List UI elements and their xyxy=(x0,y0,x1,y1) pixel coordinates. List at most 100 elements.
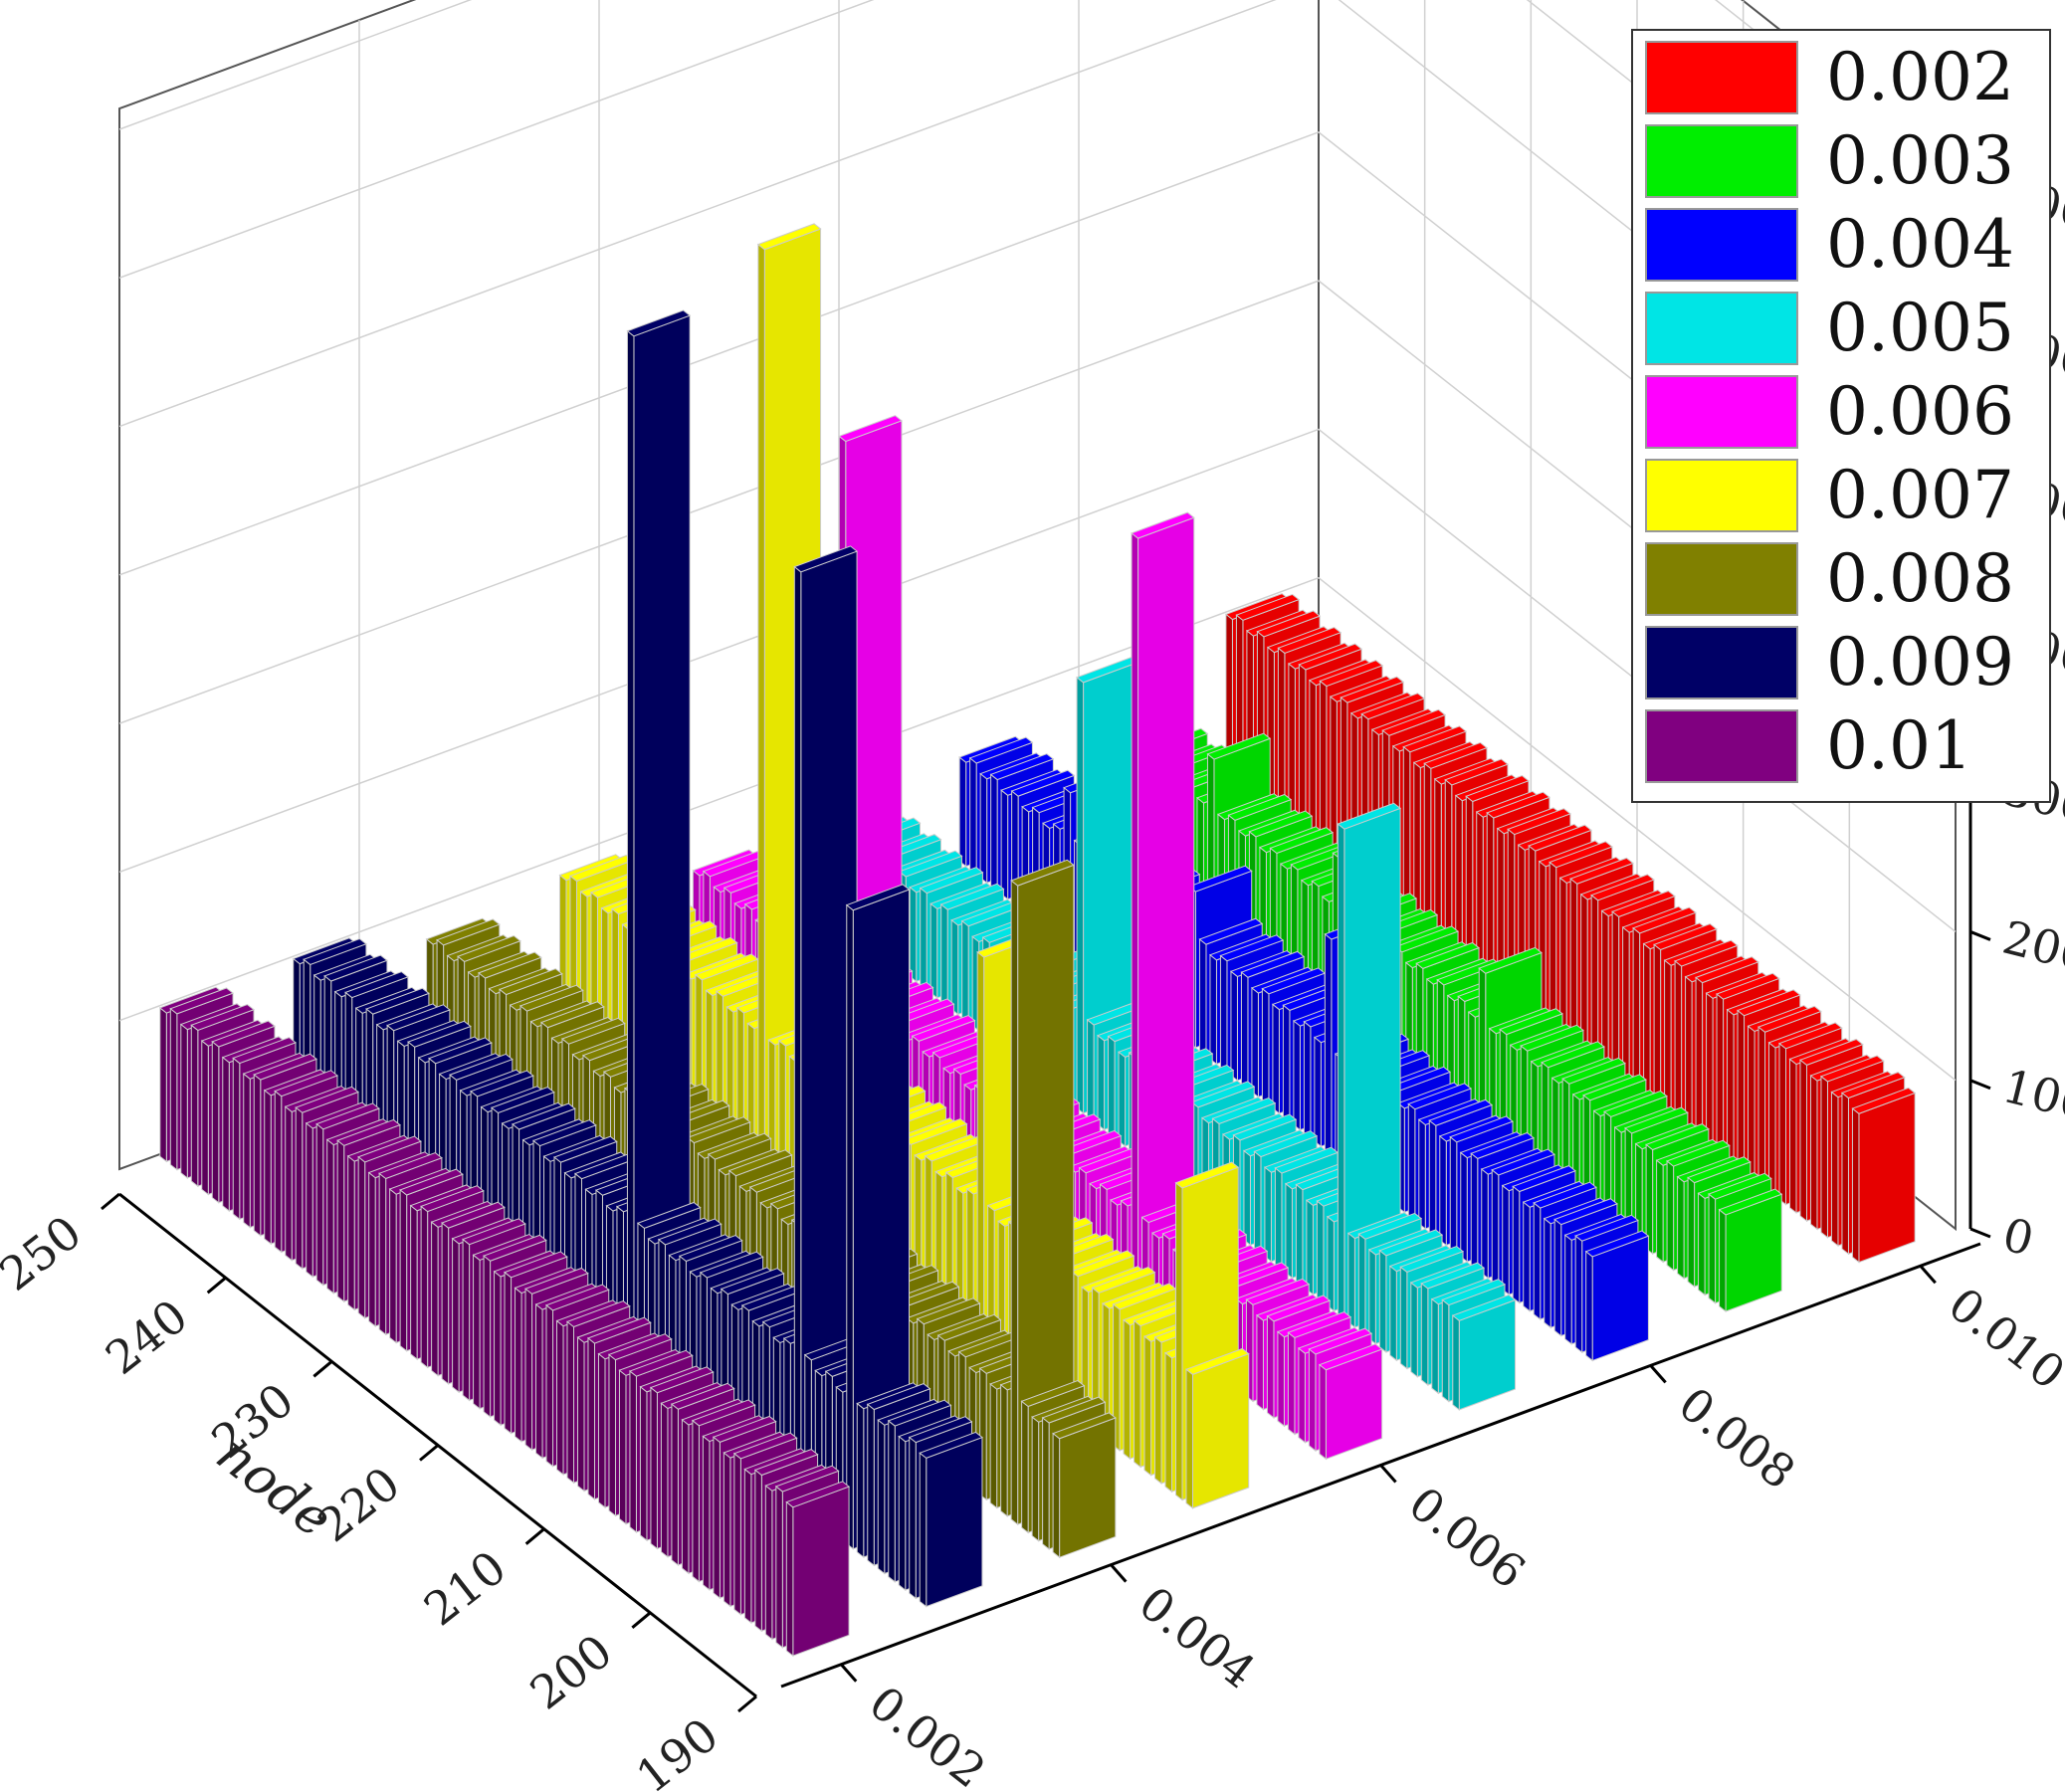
bar-face-top xyxy=(1486,791,1550,819)
z-tick-label: 0 xyxy=(1997,1207,2038,1266)
bar-face-top xyxy=(636,1201,702,1229)
bar-face-side xyxy=(1719,1208,1727,1313)
bar-face-side xyxy=(315,1122,324,1287)
bar-face-top xyxy=(1569,857,1634,885)
bar-face-top xyxy=(491,1087,555,1114)
bar xyxy=(1131,511,1195,1312)
bar-face-side xyxy=(671,1403,679,1567)
series-tick-label: 0.004 xyxy=(1130,1576,1266,1699)
bar-face-top xyxy=(1219,934,1285,962)
bar-face-side xyxy=(1698,1192,1706,1296)
bar-face-side xyxy=(1549,861,1557,1025)
bar-face-side xyxy=(1399,1266,1408,1370)
bar-face-top xyxy=(1298,643,1363,671)
bar-face-top xyxy=(1507,808,1571,836)
bar-face-top xyxy=(911,1014,976,1042)
bar-face-side xyxy=(368,1171,376,1327)
bar-face-side xyxy=(1491,1168,1500,1288)
bar-face-side xyxy=(1569,878,1578,1042)
bar-face-side xyxy=(1622,925,1630,1083)
bar-face-side xyxy=(1418,1118,1426,1230)
bar xyxy=(1076,656,1140,1114)
bar-face-side xyxy=(576,1336,585,1493)
bar-face-side xyxy=(1778,1042,1787,1206)
bar-face-top xyxy=(1010,859,1075,887)
bar-face-side xyxy=(1431,1297,1439,1395)
bar-face-side xyxy=(1164,1351,1173,1493)
legend-label: 0.003 xyxy=(1826,122,2014,199)
bar-face-top xyxy=(1645,1123,1710,1151)
bar-face-side xyxy=(639,1385,648,1542)
bar-face-top xyxy=(1757,1005,1822,1033)
bar-face-top xyxy=(1428,1098,1494,1126)
bar-face-side xyxy=(1010,879,1019,1526)
bar-face-side xyxy=(306,1121,313,1279)
bar-face-side xyxy=(1327,1215,1335,1312)
bar-face-side xyxy=(1131,531,1139,1312)
bar-face-side xyxy=(264,1089,272,1246)
bar-face-side xyxy=(898,1435,907,1592)
node-tick xyxy=(312,1360,333,1378)
bar-face-top xyxy=(407,1020,472,1048)
bar-face-side xyxy=(1533,1201,1542,1321)
bar-face-side xyxy=(793,565,802,1509)
bar-face-top xyxy=(483,1234,547,1262)
bar-face-side xyxy=(692,1419,700,1583)
bar-face-side xyxy=(940,903,948,1008)
bar-face-side xyxy=(274,1090,283,1254)
bar-face-top xyxy=(845,884,911,911)
bar-face-front xyxy=(926,1436,983,1608)
bar-face-side xyxy=(1052,1432,1061,1559)
bar-face-side xyxy=(1585,1250,1593,1362)
bar-face-top xyxy=(560,1017,626,1045)
bar-face-side xyxy=(1261,987,1270,1106)
bar-face-top xyxy=(936,1313,1002,1341)
bar-face-side xyxy=(1420,1282,1429,1387)
bar-face-top xyxy=(1444,758,1510,786)
bar-face-side xyxy=(888,1419,896,1583)
bar-face-top xyxy=(545,1284,610,1311)
bar-face-top xyxy=(1190,1081,1256,1108)
series-tick-label: 0.008 xyxy=(1669,1376,1805,1499)
bar-face-top xyxy=(336,1118,401,1146)
bar-face-side xyxy=(969,756,977,877)
bar-face-top xyxy=(1590,874,1655,901)
bar-face-side xyxy=(1706,992,1714,1148)
bar-face-top xyxy=(524,1267,589,1294)
bar xyxy=(845,884,911,1550)
bar-face-top xyxy=(774,1465,840,1493)
node-tick-label: 210 xyxy=(414,1540,516,1637)
bar-face-side xyxy=(1611,910,1620,1075)
bar-face-top xyxy=(1020,1380,1086,1408)
bar-face-side xyxy=(681,1418,690,1575)
bar-face-top xyxy=(478,951,542,979)
bar-face-side xyxy=(524,1288,533,1452)
bar-face-side xyxy=(1357,1233,1366,1337)
bar-face-side xyxy=(1256,1313,1264,1411)
bar-face-top xyxy=(1611,890,1676,917)
bar-face-side xyxy=(919,1452,928,1608)
bar-face-side xyxy=(909,886,918,983)
series-tick-label: 0.006 xyxy=(1399,1477,1536,1600)
bar-face-top xyxy=(686,1116,751,1144)
bar-face-side xyxy=(754,1469,762,1633)
bar-face-top xyxy=(323,954,388,982)
bar-face-side xyxy=(1288,663,1296,819)
bar-face-side xyxy=(1309,679,1317,836)
bar-face-top xyxy=(441,1201,506,1229)
bar-face-top xyxy=(399,1168,464,1196)
bar-face-top xyxy=(678,1235,743,1263)
legend-swatch xyxy=(1645,292,1798,365)
bar-face-side xyxy=(1748,1025,1755,1181)
bar-face-side xyxy=(378,1172,387,1336)
bar-face-side xyxy=(504,1271,513,1435)
bar-face-side xyxy=(1389,1265,1397,1362)
bar-face-top xyxy=(1337,802,1402,830)
legend-label: 0.005 xyxy=(1826,290,2014,366)
bar-face-side xyxy=(877,1419,886,1575)
bar-face-top xyxy=(457,934,521,962)
bar-face-top xyxy=(1266,1294,1332,1322)
bar-face-top xyxy=(274,1070,338,1097)
bar-face-top xyxy=(732,1432,798,1460)
node-tick xyxy=(737,1694,757,1713)
